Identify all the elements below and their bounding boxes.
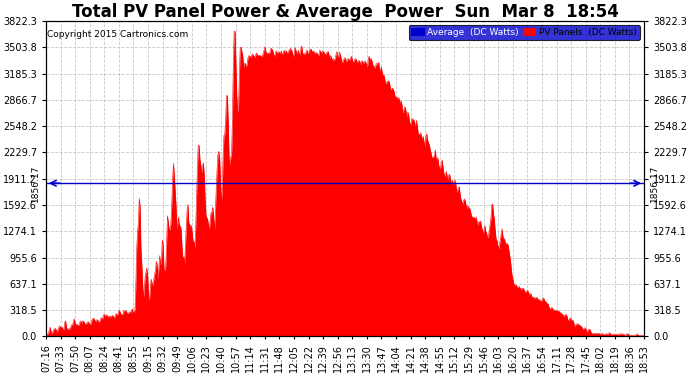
Title: Total PV Panel Power & Average  Power  Sun  Mar 8  18:54: Total PV Panel Power & Average Power Sun… xyxy=(72,3,618,21)
Text: Copyright 2015 Cartronics.com: Copyright 2015 Cartronics.com xyxy=(47,30,188,39)
Text: 1856.17: 1856.17 xyxy=(650,165,659,202)
Text: 1856.17: 1856.17 xyxy=(31,165,40,202)
Legend: Average  (DC Watts), PV Panels  (DC Watts): Average (DC Watts), PV Panels (DC Watts) xyxy=(408,26,640,40)
